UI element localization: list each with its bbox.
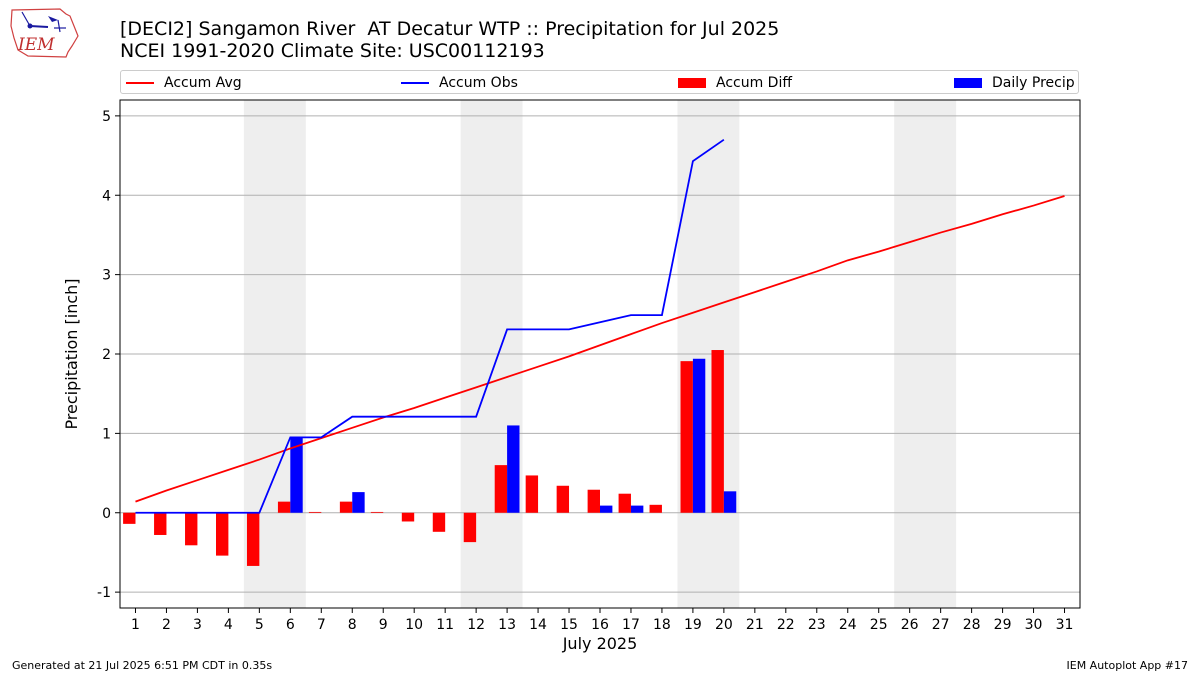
x-tick-label-3: 3 <box>193 617 202 633</box>
bar-accum-diff-day-7 <box>308 511 322 513</box>
bar-accum-diff-day-12 <box>463 512 477 543</box>
bar-accum-diff-day-14 <box>525 475 539 513</box>
y-tick-label--1: -1 <box>97 585 111 601</box>
legend-item-accum-obs: Accum Obs <box>401 74 518 92</box>
x-tick-label-11: 11 <box>436 617 454 633</box>
x-tick-label-17: 17 <box>622 617 640 633</box>
x-tick-label-25: 25 <box>870 617 888 633</box>
chart-subtitle: NCEI 1991-2020 Climate Site: USC00112193 <box>120 40 545 62</box>
x-tick-label-4: 4 <box>224 617 233 633</box>
x-tick-label-27: 27 <box>932 617 950 633</box>
x-tick-label-26: 26 <box>901 617 919 633</box>
svg-text:IEM: IEM <box>17 35 55 55</box>
y-axis-label: Precipitation [inch] <box>62 278 81 430</box>
x-tick-label-6: 6 <box>286 617 295 633</box>
x-tick-label-28: 28 <box>963 617 981 633</box>
bar-daily-precip-day-19 <box>692 358 706 513</box>
bar-accum-diff-day-13 <box>494 465 508 513</box>
bar-accum-diff-day-2 <box>154 512 167 535</box>
legend-label-daily-precip: Daily Precip <box>992 75 1075 91</box>
y-tick-label-1: 1 <box>102 426 111 442</box>
bar-daily-precip-day-6 <box>290 437 303 513</box>
y-tick-label-4: 4 <box>102 188 111 204</box>
bar-daily-precip-day-13 <box>507 425 520 513</box>
x-tick-label-8: 8 <box>348 617 357 633</box>
bar-accum-diff-day-18 <box>649 504 662 513</box>
x-tick-label-13: 13 <box>498 617 516 633</box>
y-tick-label-5: 5 <box>102 109 111 125</box>
chart-legend: Accum Avg Accum Obs Accum Diff Daily Pre… <box>120 70 1079 94</box>
autoplot-app-label: IEM Autoplot App #17 <box>1066 659 1189 672</box>
bar-daily-precip-day-17 <box>630 505 644 513</box>
legend-item-accum-avg: Accum Avg <box>126 74 242 92</box>
legend-swatch-accum-obs <box>401 82 429 84</box>
x-tick-label-15: 15 <box>560 617 578 633</box>
line-accum-obs <box>135 138 725 514</box>
x-tick-label-5: 5 <box>255 617 264 633</box>
bar-accum-diff-day-20 <box>711 350 724 513</box>
y-tick-label-2: 2 <box>102 347 111 363</box>
bar-accum-diff-day-9 <box>370 511 384 513</box>
bar-accum-diff-day-16 <box>587 489 600 513</box>
x-tick-label-21: 21 <box>746 617 764 633</box>
legend-swatch-accum-avg <box>126 82 154 84</box>
legend-item-accum-diff: Accum Diff <box>678 74 792 92</box>
x-tick-label-29: 29 <box>994 617 1012 633</box>
x-tick-label-1: 1 <box>131 617 140 633</box>
legend-swatch-accum-diff <box>678 78 706 88</box>
bar-accum-diff-day-15 <box>556 485 570 513</box>
bar-accum-diff-day-3 <box>185 512 198 546</box>
legend-label-accum-avg: Accum Avg <box>164 75 242 91</box>
x-tick-label-23: 23 <box>808 617 826 633</box>
legend-label-accum-obs: Accum Obs <box>439 75 518 91</box>
x-tick-label-20: 20 <box>715 617 733 633</box>
iem-logo: IEM <box>10 8 79 58</box>
bar-accum-diff-day-4 <box>216 512 229 556</box>
bar-daily-precip-day-20 <box>723 491 737 513</box>
chart-title: [DECI2] Sangamon River AT Decatur WTP ::… <box>120 18 780 40</box>
x-tick-label-14: 14 <box>529 617 547 633</box>
legend-label-accum-diff: Accum Diff <box>716 75 793 91</box>
x-tick-label-31: 31 <box>1056 617 1074 633</box>
legend-item-daily-precip: Daily Precip <box>954 74 1075 92</box>
generated-timestamp: Generated at 21 Jul 2025 6:51 PM CDT in … <box>12 659 273 672</box>
bar-accum-diff-day-8 <box>339 501 353 513</box>
x-tick-label-16: 16 <box>591 617 609 633</box>
bar-accum-diff-day-10 <box>401 512 415 522</box>
bar-daily-precip-day-16 <box>600 505 613 513</box>
line-accum-avg <box>135 195 1065 503</box>
bar-accum-diff-day-11 <box>432 512 446 532</box>
x-tick-label-19: 19 <box>684 617 702 633</box>
x-tick-label-7: 7 <box>317 617 326 633</box>
x-tick-label-24: 24 <box>839 617 857 633</box>
bar-accum-diff-day-17 <box>618 493 631 513</box>
y-tick-label-0: 0 <box>102 506 111 522</box>
x-axis-label: July 2025 <box>562 634 638 653</box>
x-tick-label-12: 12 <box>467 617 485 633</box>
x-tick-label-30: 30 <box>1025 617 1043 633</box>
bar-accum-diff-day-19 <box>680 361 693 513</box>
bar-accum-diff-day-1 <box>123 512 136 524</box>
x-tick-label-2: 2 <box>162 617 171 633</box>
bar-accum-diff-day-6 <box>277 501 291 513</box>
x-tick-label-9: 9 <box>379 617 388 633</box>
x-tick-label-18: 18 <box>653 617 671 633</box>
bar-accum-diff-day-5 <box>246 512 260 566</box>
bar-daily-precip-day-8 <box>352 492 365 513</box>
x-tick-label-22: 22 <box>777 617 795 633</box>
y-tick-label-3: 3 <box>102 268 111 284</box>
legend-swatch-daily-precip <box>954 78 982 88</box>
x-tick-label-10: 10 <box>405 617 423 633</box>
